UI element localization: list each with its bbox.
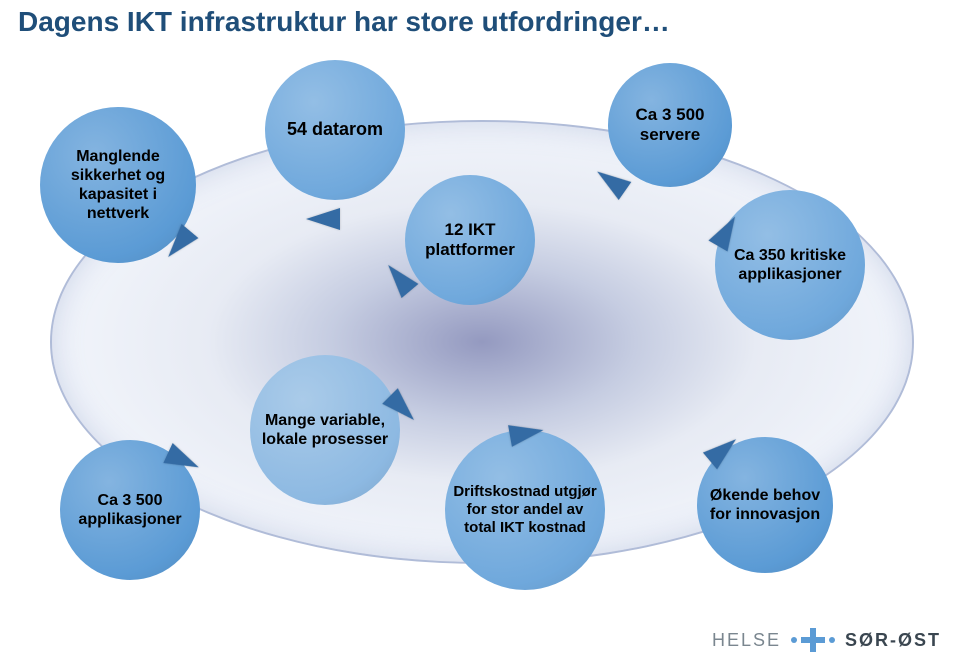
dot-icon [829, 637, 835, 643]
bubble-label: 54 datarom [287, 119, 383, 141]
bubble-label: Mange variable, lokale prosesser [258, 411, 392, 449]
plus-icon [801, 628, 825, 652]
bubble-datarom: 54 datarom [265, 60, 405, 200]
logo-text-left: HELSE [712, 630, 781, 651]
arrow-icon [306, 208, 340, 230]
logo-dots [791, 628, 835, 652]
bubble-label: Økende behov for innovasjon [705, 486, 825, 524]
bubble-label: Ca 3 500 servere [616, 105, 724, 146]
bubble-prosesser: Mange variable, lokale prosesser [250, 355, 400, 505]
bubble-label: Driftskostnad utgjør for stor andel av t… [453, 483, 597, 537]
diagram-stage: Dagens IKT infrastruktur har store utfor… [0, 0, 959, 664]
bubble-label: Ca 3 500 applikasjoner [68, 491, 192, 529]
bubble-label: Ca 350 kritiske applikasjoner [723, 246, 857, 284]
bubble-label: Manglende sikkerhet og kapasitet i nettv… [48, 147, 188, 224]
bubble-driftskostnad: Driftskostnad utgjør for stor andel av t… [445, 430, 605, 590]
bubble-kritiske: Ca 350 kritiske applikasjoner [715, 190, 865, 340]
bubble-plattformer: 12 IKT plattformer [405, 175, 535, 305]
dot-icon [791, 637, 797, 643]
logo: HELSE SØR-ØST [712, 628, 941, 652]
page-title: Dagens IKT infrastruktur har store utfor… [18, 6, 670, 38]
bubble-servere: Ca 3 500 servere [608, 63, 732, 187]
logo-text-right: SØR-ØST [845, 630, 941, 651]
bubble-label: 12 IKT plattformer [413, 220, 527, 261]
